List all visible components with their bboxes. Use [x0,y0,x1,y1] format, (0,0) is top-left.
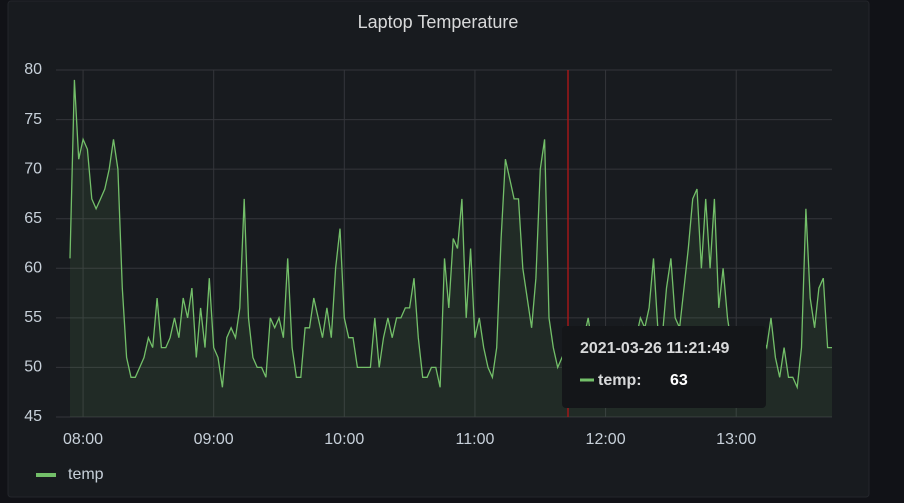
x-tick-label: 13:00 [716,431,756,448]
x-tick-label: 08:00 [63,431,103,448]
legend: temp [36,466,104,483]
x-tick-label: 09:00 [194,431,234,448]
chart-title: Laptop Temperature [358,12,519,32]
y-tick-label: 80 [24,61,42,78]
tooltip-box [562,326,766,408]
y-tick-label: 45 [24,408,42,425]
x-tick-label: 12:00 [586,431,626,448]
tooltip-time: 2021-03-26 11:21:49 [580,340,730,357]
y-tick-label: 60 [24,260,42,277]
y-tick-label: 55 [24,309,42,326]
legend-label: temp [68,466,104,483]
y-tick-label: 75 [24,111,42,128]
series-line [69,79,832,390]
y-tick-label: 70 [24,160,42,177]
tooltip: 2021-03-26 11:21:49 temp: 63 [562,326,766,408]
y-tick-label: 50 [24,359,42,376]
x-tick-label: 11:00 [456,431,495,448]
tooltip-value: 63 [670,372,688,389]
y-tick-label: 65 [24,210,42,227]
panel [7,0,870,498]
x-tick-label: 10:00 [324,431,364,448]
tooltip-series: temp: [598,372,642,389]
